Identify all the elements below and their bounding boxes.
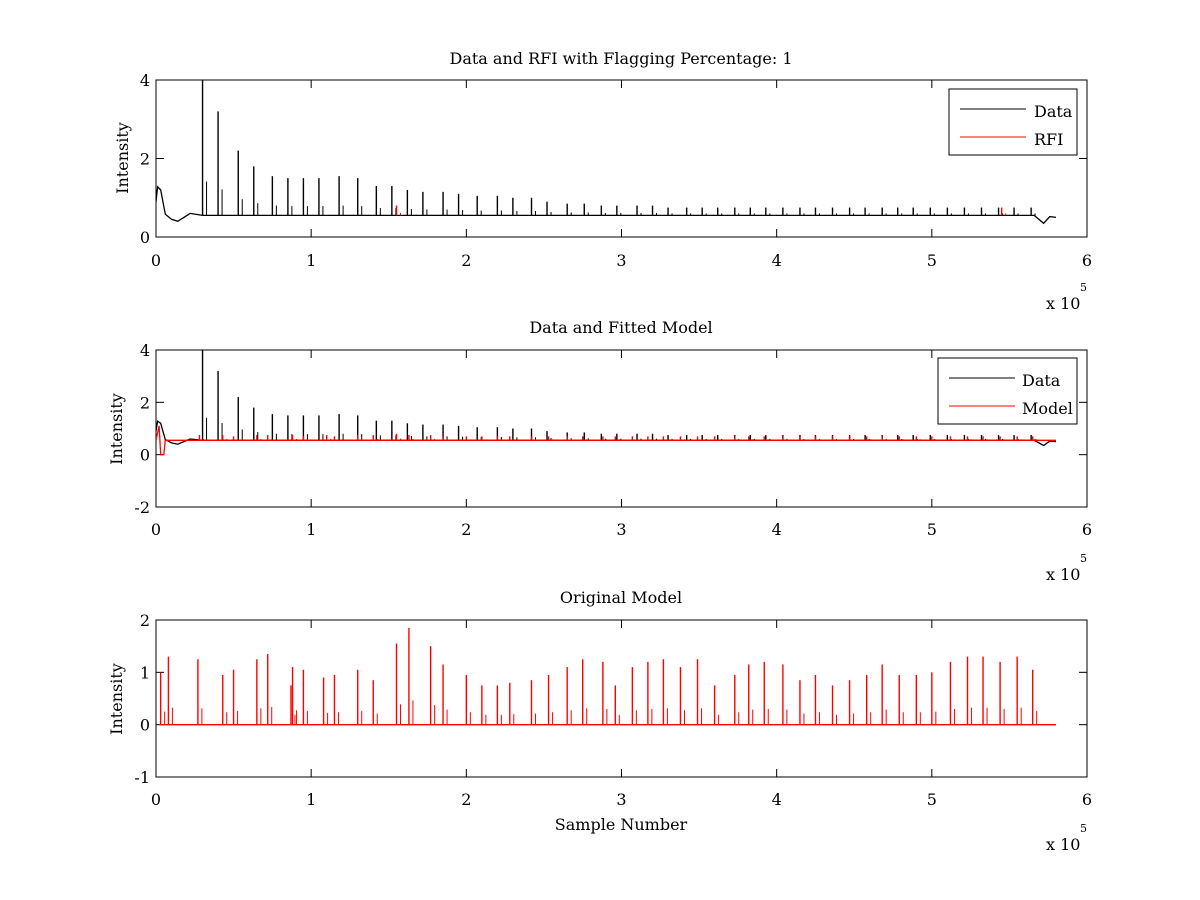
tick-labels: 0 1 2 3 4 5 6 -2 0 2 4 [134,341,1092,539]
legend-label-data: Data [1022,371,1061,390]
tick-labels: 0 1 2 3 4 5 6 0 2 4 [140,71,1092,270]
x-tick-label: 0 [151,520,161,539]
series-rfi [395,205,1007,216]
y-tick-label: 0 [140,716,150,735]
x-axis-multiplier-exponent: 5 [1080,822,1087,835]
plot-area [155,349,1088,508]
axes-frame [155,79,1088,238]
tick-labels: 0 1 2 3 4 5 6 -1 0 1 2 [134,611,1092,809]
y-tick-label: 0 [140,446,150,465]
legend: Data Model [937,357,1078,425]
x-axis-multiplier-exponent: 5 [1080,281,1087,294]
legend-label-model: Model [1022,399,1073,418]
x-tick-label: 0 [151,790,161,809]
x-tick-label: 3 [616,790,626,809]
x-axis-multiplier: x 10 [1046,835,1080,854]
series-model [159,627,1056,726]
y-tick-label: -2 [134,498,150,517]
x-tick-label: 1 [306,520,316,539]
subplot-rfi: Data and RFI with Flagging Percentage: 1… [113,49,1092,313]
series-line [156,185,1057,225]
y-tick-label: 4 [140,341,150,360]
x-tick-label: 5 [927,520,937,539]
chart-title: Original Model [560,588,682,607]
y-axis-label: Intensity [107,663,126,735]
subplot-original-model: Original Model 0 1 2 3 4 5 6 -1 0 1 2 In… [107,588,1092,854]
legend-label-data: Data [1034,102,1073,121]
x-tick-label: 1 [306,251,316,270]
x-tick-label: 5 [927,251,937,270]
x-tick-label: 2 [461,790,471,809]
chart-title: Data and RFI with Flagging Percentage: 1 [449,49,792,68]
legend: Data RFI [948,88,1078,156]
axes-frame [155,619,1088,778]
y-tick-label: 0 [140,228,150,247]
x-tick-label: 6 [1082,790,1092,809]
x-tick-label: 6 [1082,251,1092,270]
y-axis-label: Intensity [113,122,132,194]
subplot-fitted-model: Data and Fitted Model 0 1 2 3 4 5 6 -2 0… [107,318,1092,584]
y-tick-label: 1 [140,663,150,682]
x-tick-label: 4 [772,251,782,270]
chart-title: Data and Fitted Model [529,318,712,337]
x-tick-label: 1 [306,790,316,809]
y-axis-label: Intensity [107,393,126,465]
x-axis-multiplier: x 10 [1046,294,1080,313]
y-tick-label: 4 [140,71,150,90]
x-tick-label: 2 [461,520,471,539]
y-tick-label: 2 [140,150,150,169]
y-tick-label: -1 [134,768,150,787]
y-tick-label: 2 [140,611,150,630]
series-model [156,425,1056,456]
x-axis-label: Sample Number [555,815,688,834]
y-tick-label: 2 [140,393,150,412]
x-tick-label: 3 [616,520,626,539]
x-tick-label: 5 [927,790,937,809]
plot-area [155,79,1088,238]
legend-label-rfi: RFI [1034,130,1063,149]
x-tick-label: 2 [461,251,471,270]
x-axis-multiplier-exponent: 5 [1080,552,1087,565]
series-data [156,80,1057,225]
series-line [156,425,1056,456]
plot-area [155,619,1088,778]
x-tick-label: 4 [772,520,782,539]
x-tick-label: 3 [616,251,626,270]
x-axis-multiplier: x 10 [1046,565,1080,584]
x-tick-label: 4 [772,790,782,809]
x-tick-label: 6 [1082,520,1092,539]
x-tick-label: 0 [151,251,161,270]
